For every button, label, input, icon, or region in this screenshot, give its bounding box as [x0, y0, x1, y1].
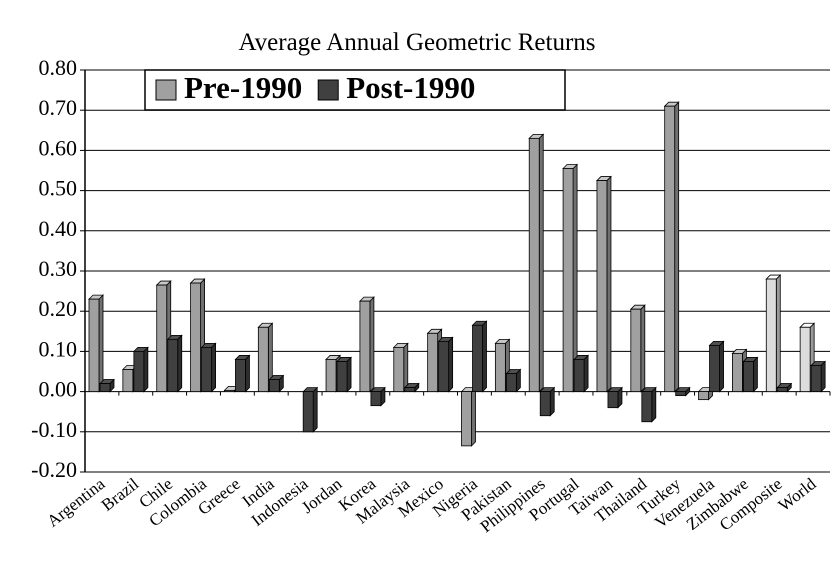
bar-side — [403, 342, 409, 393]
bar-side — [346, 356, 352, 393]
bar-side — [312, 386, 318, 433]
y-tick-label: 0.00 — [39, 377, 78, 402]
legend-box — [144, 69, 566, 111]
bar-side — [471, 386, 476, 447]
bar — [539, 391, 551, 417]
bar — [810, 365, 822, 393]
legend-swatch — [317, 79, 339, 101]
y-tick-label: 0.50 — [39, 176, 78, 201]
bar — [133, 350, 145, 392]
y-tick-label: 0.10 — [39, 336, 78, 361]
x-tick-label: Brazil — [98, 474, 143, 515]
bar-side — [211, 342, 216, 393]
bar — [505, 373, 517, 393]
y-tick-label: 0.20 — [39, 296, 78, 321]
x-tick-label: World — [775, 474, 820, 515]
bar — [630, 308, 642, 393]
bar — [664, 105, 676, 393]
chart-title: Average Annual Geometric Returns — [238, 29, 595, 56]
bar-side — [245, 354, 250, 393]
bar — [743, 361, 754, 393]
bar — [528, 137, 540, 392]
y-tick-label: 0.30 — [39, 256, 78, 281]
legend: Pre-1990 Post-1990 — [144, 69, 566, 111]
bar — [596, 180, 608, 393]
bar — [257, 326, 269, 392]
bar-side — [549, 386, 555, 417]
bar-side — [606, 175, 612, 393]
bar — [641, 391, 653, 423]
bar — [224, 389, 235, 393]
bar — [359, 300, 371, 392]
x-tick-label: Jordan — [298, 474, 346, 517]
bar-side — [640, 304, 646, 393]
bar — [370, 391, 382, 407]
bar-side — [98, 294, 104, 393]
bar — [573, 359, 585, 393]
bar — [167, 338, 179, 392]
bar — [799, 326, 811, 392]
bar — [201, 346, 212, 393]
legend-label: Post-1990 — [346, 70, 475, 105]
bar — [325, 359, 337, 393]
y-tick-label: 0.40 — [39, 216, 78, 241]
bar — [438, 340, 450, 393]
bar-side — [177, 334, 183, 393]
legend-swatch — [155, 79, 177, 101]
bar — [404, 387, 416, 392]
y-tick-label: -0.10 — [31, 417, 77, 442]
bar-side — [820, 360, 826, 393]
bar-side — [674, 101, 680, 393]
y-tick-label: 0.60 — [39, 135, 78, 160]
bar — [765, 278, 777, 393]
y-tick-label: 0.70 — [39, 95, 78, 120]
bar — [302, 391, 314, 433]
bar — [562, 168, 574, 393]
bar — [472, 324, 483, 392]
bar-side — [651, 386, 657, 423]
bar-side — [719, 340, 724, 393]
bar-side — [448, 336, 454, 393]
bar — [698, 391, 709, 401]
bar — [156, 284, 168, 393]
bar — [461, 391, 472, 447]
bar — [122, 369, 134, 392]
bar — [494, 342, 506, 392]
bar-side — [753, 356, 758, 393]
bar — [235, 359, 246, 393]
bar — [732, 353, 743, 393]
bar-side — [538, 133, 544, 393]
bar-side — [775, 274, 781, 393]
bar-side — [369, 296, 375, 393]
bar — [88, 298, 100, 393]
bar — [336, 361, 348, 393]
bar-side — [143, 346, 149, 393]
bar — [776, 387, 788, 392]
bar — [607, 391, 619, 409]
bar-side — [583, 354, 589, 393]
bar — [427, 332, 439, 392]
bar — [99, 383, 111, 392]
bar — [709, 344, 720, 392]
y-tick-label: 0.80 — [39, 55, 78, 80]
legend-label: Pre-1990 — [184, 70, 302, 105]
y-tick-label: -0.20 — [31, 457, 77, 482]
bar — [675, 391, 687, 397]
bar — [268, 379, 280, 393]
bar — [393, 346, 405, 393]
bar — [190, 282, 201, 392]
bar-side — [482, 320, 487, 393]
